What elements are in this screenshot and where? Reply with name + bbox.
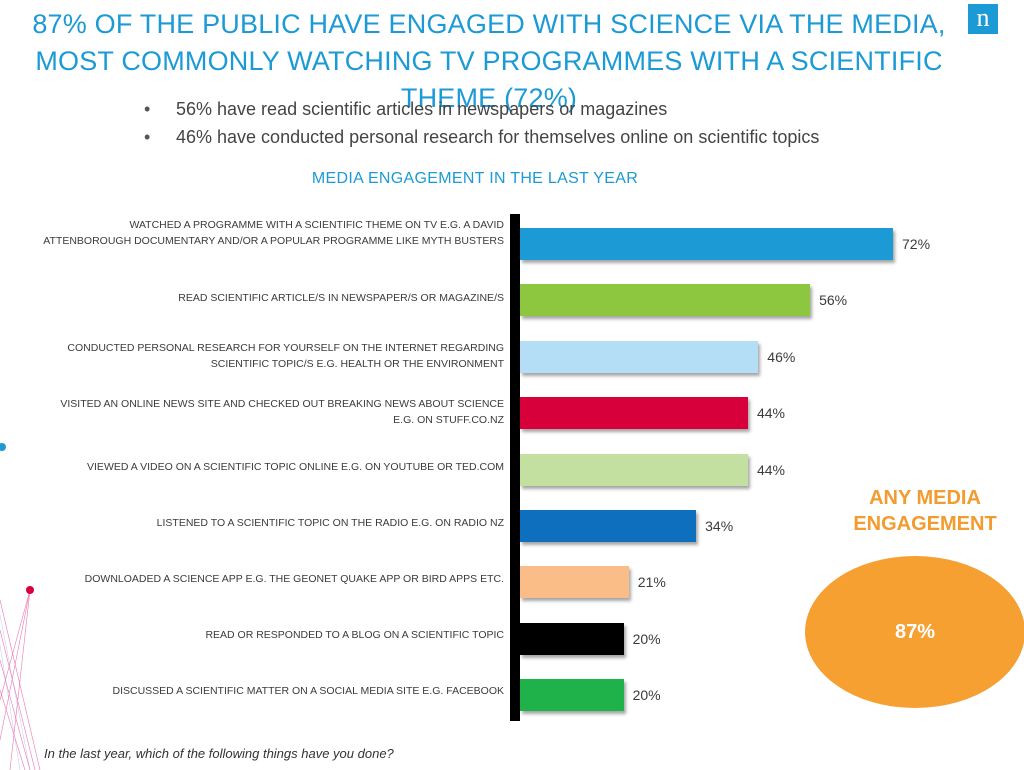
- bar: [520, 679, 624, 712]
- bar: [520, 340, 759, 373]
- value-label: 72%: [902, 236, 931, 252]
- key-findings-list: 56% have read scientific articles in new…: [140, 95, 819, 151]
- bar: [520, 453, 748, 486]
- decorative-dot: [0, 443, 6, 451]
- category-label: VIEWED A VIDEO ON A SCIENTIFIC TOPIC ONL…: [87, 461, 504, 473]
- value-label: 21%: [637, 574, 666, 591]
- bar: [520, 397, 748, 430]
- category-label: CONDUCTED PERSONAL RESEARCH FOR YOURSELF…: [67, 342, 504, 370]
- bar: [520, 228, 893, 260]
- bar: [520, 622, 624, 655]
- nielsen-logo: n: [968, 4, 998, 34]
- value-label: 56%: [819, 292, 848, 309]
- value-label: 46%: [767, 348, 796, 365]
- decorative-dot: [26, 586, 34, 594]
- bar: [520, 510, 697, 542]
- category-label: DOWNLOADED A SCIENCE APP E.G. THE GEONET…: [84, 573, 504, 585]
- any-media-engagement-label: ANY MEDIA ENGAGEMENT: [853, 487, 997, 535]
- key-finding-item: 56% have read scientific articles in new…: [140, 95, 819, 123]
- value-label: 44%: [756, 461, 785, 478]
- category-label: READ SCIENTIFIC ARTICLE/S IN NEWSPAPER/S…: [178, 292, 504, 304]
- value-label: 20%: [632, 687, 661, 704]
- key-finding-item: 46% have conducted personal research for…: [140, 123, 819, 151]
- survey-question: In the last year, which of the following…: [44, 746, 394, 761]
- category-label: VISITED AN ONLINE NEWS SITE AND CHECKED …: [60, 398, 504, 426]
- page-title: 87% OF THE PUBLIC HAVE ENGAGED WITH SCIE…: [32, 9, 946, 113]
- bar: [520, 284, 811, 317]
- chart-title: MEDIA ENGAGEMENT IN THE LAST YEAR: [311, 170, 639, 187]
- category-label: WATCHED A PROGRAMME WITH A SCIENTIFIC TH…: [43, 219, 504, 247]
- value-label: 34%: [705, 518, 734, 534]
- chart-axis-line: [510, 214, 520, 721]
- bar: [520, 566, 629, 599]
- value-label: 44%: [756, 405, 785, 422]
- category-label: READ OR RESPONDED TO A BLOG ON A SCIENTI…: [205, 629, 504, 641]
- value-label: 20%: [632, 630, 661, 647]
- category-label: DISCUSSED A SCIENTIFIC MATTER ON A SOCIA…: [112, 685, 505, 697]
- category-label: LISTENED TO A SCIENTIFIC TOPIC ON THE RA…: [156, 517, 504, 529]
